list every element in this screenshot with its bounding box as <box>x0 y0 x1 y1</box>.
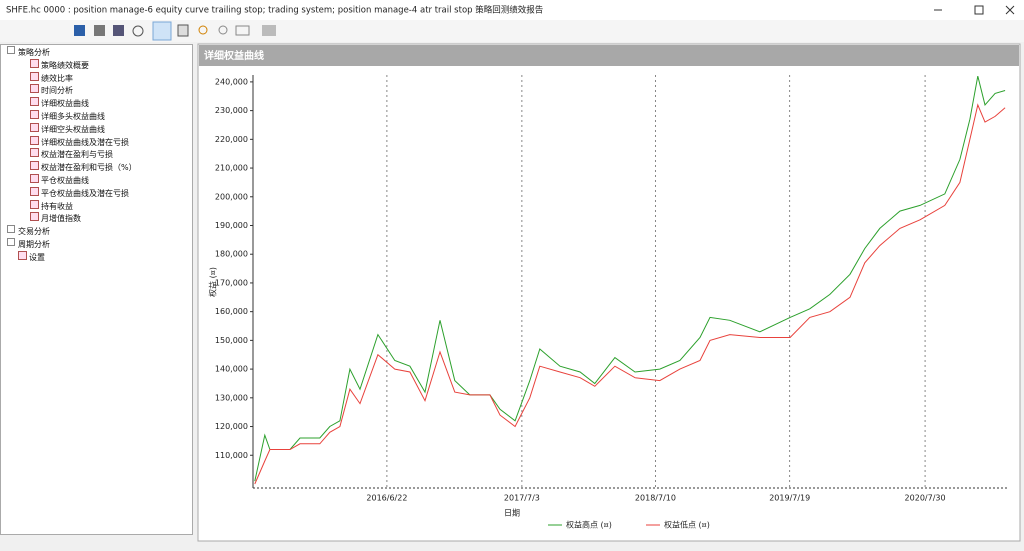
cursor-button[interactable] <box>152 21 172 41</box>
copy-button[interactable] <box>94 25 105 36</box>
panel-header <box>199 45 1019 66</box>
y-tick-label: 230,000 <box>215 106 248 115</box>
node-icon <box>30 97 39 107</box>
tree-item[interactable]: 月增值指数 <box>41 214 81 224</box>
maximize-button[interactable] <box>974 5 984 15</box>
y-tick-label: 200,000 <box>215 192 248 201</box>
y-tick-label: 150,000 <box>215 336 248 345</box>
y-tick-label: 130,000 <box>215 393 248 402</box>
node-icon <box>30 199 39 209</box>
expander[interactable] <box>7 225 15 234</box>
tree-item[interactable]: 详细权益曲线及潜在亏损 <box>41 137 129 147</box>
node-icon <box>30 122 39 132</box>
tree-view: 策略分析策略绩效概要 绩效比率时间分析详细权益曲线详细多头权益曲线 详细空头权益曲线… <box>0 44 193 535</box>
node-icon <box>30 58 39 68</box>
chart-button[interactable] <box>262 25 276 36</box>
tree-node[interactable]: 策略分析 <box>18 48 50 57</box>
y-tick-label: 190,000 <box>215 221 248 230</box>
tree-node[interactable]: 周期分析 <box>18 240 50 249</box>
node-icon <box>30 148 39 158</box>
node-icon <box>30 110 39 119</box>
tree-item[interactable]: 详细多头权益曲线 <box>41 112 105 121</box>
y-tick-label: 170,000 <box>215 278 248 287</box>
tree-item[interactable]: 权益潜在盈利和亏损（%） <box>41 163 137 173</box>
x-tick-label: 2018/7/10 <box>635 494 676 503</box>
y-tick-label: 240,000 <box>215 77 248 86</box>
node-icon <box>30 71 39 81</box>
y-tick-label: 160,000 <box>215 307 248 316</box>
zoom-out-button[interactable] <box>218 25 228 35</box>
tree-node[interactable]: 设置 <box>29 252 45 262</box>
y-tick-label: 180,000 <box>215 250 248 259</box>
node-icon <box>30 186 39 196</box>
x-tick-label: 2020/7/30 <box>905 494 946 503</box>
legend-label: 权益高点 (¤) <box>566 520 612 530</box>
tree-item[interactable]: 持有收益 <box>41 201 73 211</box>
tree-item[interactable]: 平仓权益曲线及潜在亏损 <box>41 188 129 198</box>
title-bar <box>0 0 1024 20</box>
y-tick-label: 120,000 <box>215 422 248 431</box>
series-line <box>254 103 1006 485</box>
panel-title: 详细权益曲线 <box>204 49 264 62</box>
x-tick-label: 2019/7/19 <box>769 494 810 503</box>
y-tick-label: 110,000 <box>215 451 248 460</box>
settings-button[interactable] <box>132 25 144 37</box>
tree-item[interactable]: 时间分析 <box>41 86 73 96</box>
chart-panel <box>197 43 1021 542</box>
y-tick-label: 220,000 <box>215 135 248 144</box>
node-icon <box>30 174 39 183</box>
print-button[interactable] <box>113 25 124 36</box>
pan-button[interactable] <box>177 24 189 37</box>
tree-item[interactable]: 平仓权益曲线 <box>41 176 89 185</box>
legend-label: 权益低点 (¤) <box>664 520 710 530</box>
node-icon <box>30 135 39 145</box>
window-title: SHFE.hc 0000 : position manage-6 equity … <box>6 5 543 16</box>
node-icon <box>18 250 27 260</box>
save-button[interactable] <box>74 25 85 36</box>
series-line <box>254 75 1006 482</box>
expander[interactable] <box>7 46 15 54</box>
zoom-fit-button[interactable] <box>235 25 250 36</box>
y-tick-label: 210,000 <box>215 164 248 173</box>
tree-item[interactable]: 权益潜在盈利与亏损 <box>41 150 113 160</box>
toolbar <box>0 20 1024 42</box>
node-icon <box>30 84 39 94</box>
zoom-in-button[interactable] <box>198 25 208 35</box>
x-tick-label: 2016/6/22 <box>366 494 407 503</box>
x-axis-label: 日期 <box>504 509 520 518</box>
tree-item[interactable]: 详细空头权益曲线 <box>41 124 105 134</box>
tree-item[interactable]: 绩效比率 <box>41 73 73 83</box>
node-icon <box>30 161 39 171</box>
x-tick-label: 2017/7/3 <box>504 494 540 503</box>
expander[interactable] <box>7 238 15 246</box>
tree-item[interactable]: 策略绩效概要 <box>41 60 89 70</box>
tree-item[interactable]: 详细权益曲线 <box>41 99 89 109</box>
tree-node[interactable]: 交易分析 <box>18 227 50 237</box>
y-tick-label: 140,000 <box>215 365 248 374</box>
node-icon <box>30 212 39 222</box>
y-axis-label: 权益 (¤) <box>208 267 218 297</box>
close-button[interactable] <box>1005 5 1015 15</box>
